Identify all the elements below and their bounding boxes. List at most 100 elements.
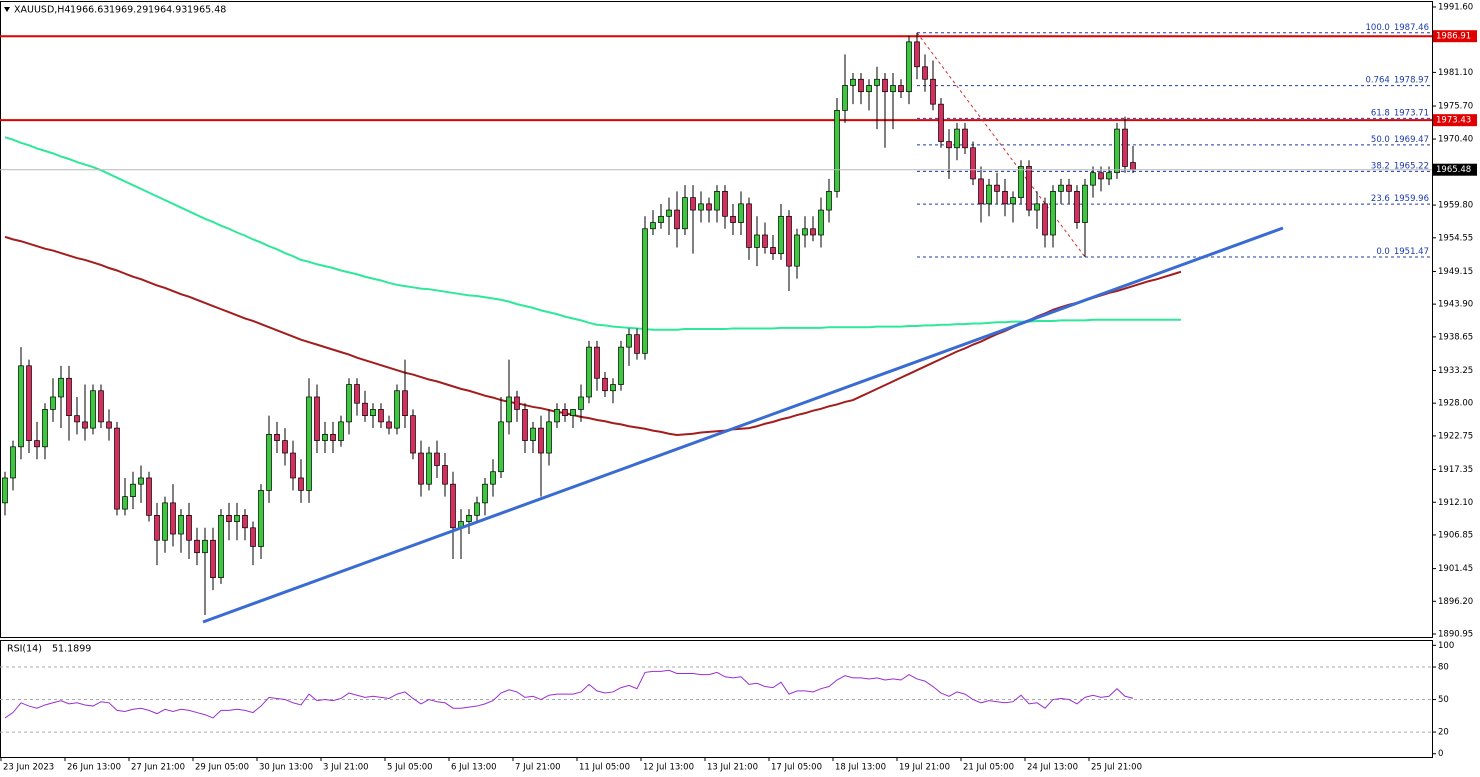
candle-body <box>274 433 280 441</box>
y-tick-label: 1981.10 <box>1438 68 1473 78</box>
candle-body <box>1130 162 1136 171</box>
x-tick-label: 21 Jul 05:00 <box>963 763 1014 773</box>
candle-body <box>154 514 160 541</box>
x-tick-label: 23 Jun 2023 <box>3 763 54 773</box>
x-tick-label: 6 Jul 13:00 <box>451 763 497 773</box>
level-price-label: 1973.43 <box>1436 116 1471 126</box>
rsi-tick-label: 50 <box>1438 695 1449 705</box>
candle-body <box>810 228 816 236</box>
price-panel <box>0 1 1433 638</box>
candle-body <box>90 390 96 429</box>
candle-body <box>554 409 560 423</box>
fib-level-price: 1978.97 <box>1394 75 1429 85</box>
candle-body <box>74 415 80 423</box>
candle-body <box>858 78 864 93</box>
rsi-panel <box>0 640 1433 758</box>
x-tick-label: 13 Jul 21:00 <box>707 763 758 773</box>
x-tick-label: 30 Jun 13:00 <box>259 763 313 773</box>
x-tick-label: 5 Jul 05:00 <box>387 763 433 773</box>
candle-body <box>962 128 968 149</box>
candle-body <box>978 178 984 205</box>
candle-body <box>1002 191 1008 205</box>
candle-body <box>338 421 344 441</box>
candle-body <box>562 409 568 417</box>
candle-body <box>874 78 880 86</box>
y-tick-label: 1949.15 <box>1438 267 1473 277</box>
candle-body <box>402 390 408 417</box>
y-tick-label: 1933.25 <box>1438 366 1473 376</box>
candle-body <box>738 203 744 223</box>
candle-body <box>818 209 824 236</box>
rsi-tick-label: 80 <box>1438 663 1449 673</box>
rsi-line <box>4 669 1134 719</box>
candle-body <box>322 433 328 441</box>
candle-body <box>122 496 128 510</box>
candle-body <box>258 490 264 547</box>
candle-body <box>378 409 384 423</box>
header-high: 1969.29 <box>109 5 148 16</box>
symbol-title: XAUUSD,H4 <box>14 5 70 16</box>
candle-body <box>242 514 248 529</box>
candle-body <box>186 514 192 541</box>
candle-body <box>306 396 312 491</box>
candle-body <box>730 215 736 223</box>
candle-body <box>1010 197 1016 205</box>
trendline <box>202 226 1284 624</box>
fib-level-price: 1959.96 <box>1394 194 1429 204</box>
x-tick-label: 7 Jul 21:00 <box>515 763 561 773</box>
y-tick-label: 1906.85 <box>1438 530 1473 540</box>
candle-body <box>930 78 936 105</box>
candle-body <box>778 215 784 255</box>
header-open: 1966.63 <box>70 5 109 16</box>
candle-body <box>218 514 224 578</box>
fib-label: 50.0 1969.47 <box>1371 134 1429 144</box>
candle-body <box>346 384 352 423</box>
fib-level-label: 61.8 <box>1371 108 1390 118</box>
candle-body <box>906 41 912 93</box>
candle-body <box>42 409 48 448</box>
candle-body <box>1090 172 1096 186</box>
candle-body <box>58 377 64 398</box>
candle-body <box>786 215 792 267</box>
candle-body <box>634 334 640 354</box>
candle-body <box>2 477 8 504</box>
candle-body <box>594 346 600 379</box>
candle-body <box>866 85 872 93</box>
x-tick-label: 26 Jun 13:00 <box>67 763 121 773</box>
current-price-box <box>1433 163 1477 176</box>
candle-body <box>922 66 928 80</box>
candle-body <box>410 415 416 454</box>
x-tick-label: 25 Jul 21:00 <box>1091 763 1142 773</box>
candle-body <box>450 483 456 529</box>
y-tick-label: 1928.00 <box>1438 399 1473 409</box>
candle-body <box>586 346 592 398</box>
candle-body <box>194 539 200 554</box>
candle-body <box>282 440 288 454</box>
candle-body <box>442 465 448 485</box>
fib-level-label: 0.764 <box>1366 75 1390 85</box>
candle-body <box>1058 184 1064 192</box>
candle-body <box>970 147 976 180</box>
fib-label: 23.6 1959.96 <box>1371 194 1429 204</box>
candle-body <box>538 427 544 454</box>
fib-level-label: 0.0 <box>1376 246 1390 256</box>
candle-body <box>250 527 256 547</box>
fib-level-price: 1965.22 <box>1394 161 1429 171</box>
candle-body <box>674 209 680 230</box>
candle-body <box>82 421 88 429</box>
candle-body <box>546 421 552 454</box>
symbol-menu-arrow[interactable] <box>4 7 10 12</box>
fib-label: 0.0 1951.47 <box>1376 246 1429 256</box>
candle-body <box>130 483 136 497</box>
candle-body <box>354 384 360 404</box>
header-close: 1965.48 <box>187 5 226 16</box>
candle-body <box>1074 191 1080 223</box>
fib-level-label: 38.2 <box>1371 161 1390 171</box>
y-tick-label: 1959.80 <box>1438 201 1473 211</box>
candle-body <box>610 384 616 392</box>
candle-body <box>178 514 184 535</box>
fib-level-label: 50.0 <box>1371 134 1390 144</box>
candle-body <box>890 85 896 93</box>
candle-body <box>626 334 632 348</box>
y-tick-label: 1991.60 <box>1438 2 1473 12</box>
